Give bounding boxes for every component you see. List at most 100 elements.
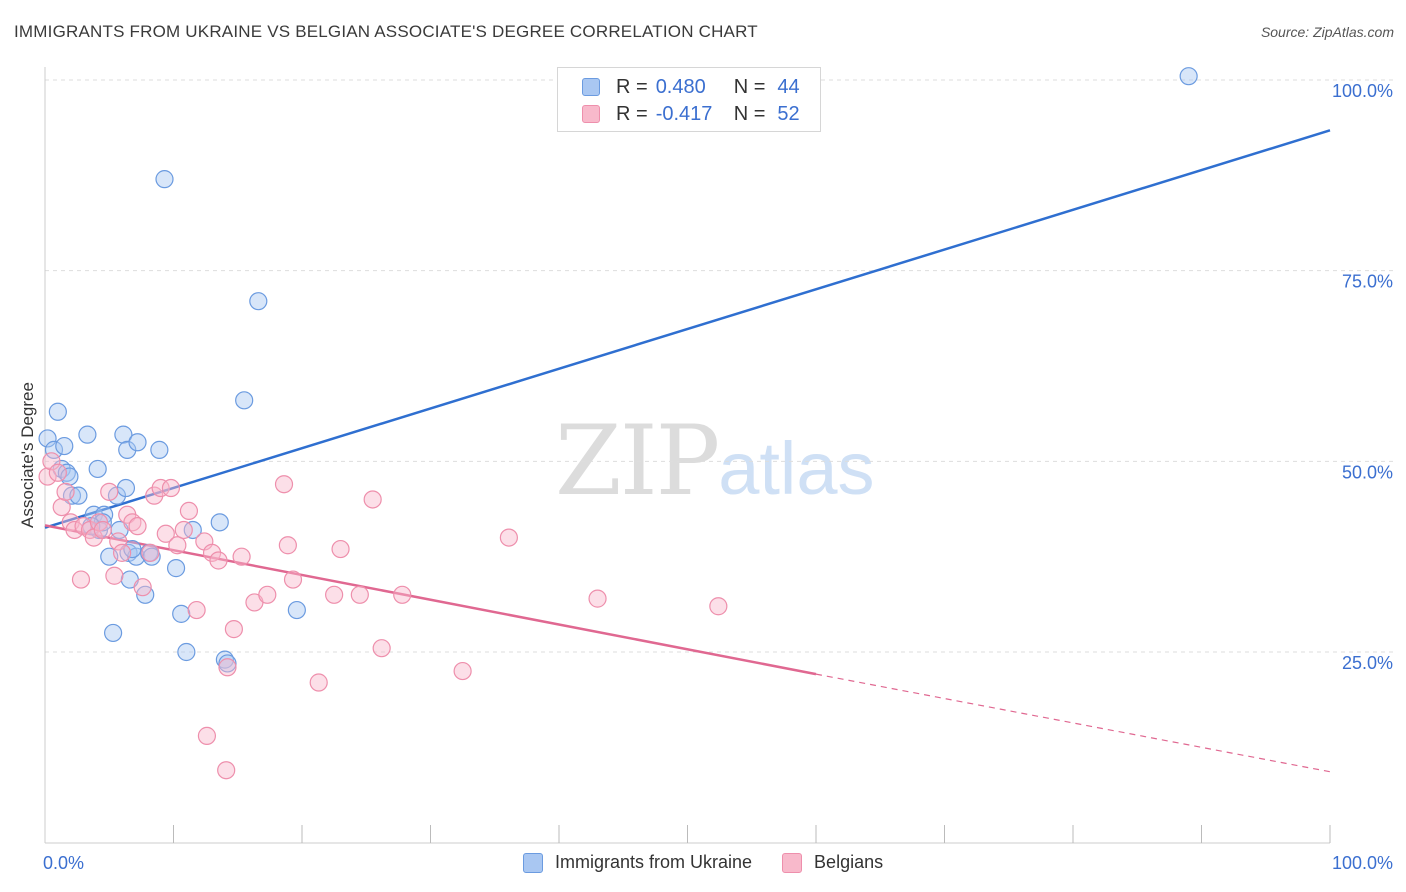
x-tick-labels: 0.0% 100.0% — [43, 853, 1393, 873]
watermark-atlas: atlas — [718, 427, 875, 510]
legend-item-ukraine: Immigrants from Ukraine — [523, 852, 752, 873]
legend-swatch-belgians — [582, 105, 600, 123]
series-legend: Immigrants from Ukraine Belgians — [523, 852, 913, 873]
ukraine-point — [150, 440, 169, 459]
series-belgians-points — [38, 452, 728, 780]
belgians-point — [363, 490, 382, 509]
ukraine-point — [44, 440, 64, 459]
belgians-point — [65, 520, 84, 540]
legend-n-label: N = — [733, 102, 766, 125]
ukraine-point — [210, 513, 229, 532]
belgians-point — [393, 585, 412, 604]
belgians-point — [156, 524, 175, 543]
belgians-point — [218, 658, 237, 677]
legend-r-value: 0.480 — [655, 75, 706, 98]
belgians-point — [168, 536, 187, 555]
legend-r-value: -0.417 — [655, 102, 713, 125]
belgians-point — [38, 467, 57, 486]
belgians-point — [100, 482, 119, 501]
ukraine-point — [118, 440, 137, 459]
belgians-point — [151, 478, 170, 498]
belgians-point — [161, 478, 181, 498]
legend-row-belgians: R = -0.417 N = 52 — [582, 101, 800, 127]
legend-label-ukraine: Immigrants from Ukraine — [555, 852, 753, 872]
trend-line-ukraine — [44, 129, 1331, 529]
ukraine-point — [123, 539, 142, 559]
belgians-point — [48, 463, 67, 482]
source-label: Source: ZipAtlas.com — [1260, 24, 1394, 40]
belgians-point — [209, 551, 228, 570]
ukraine-point — [60, 467, 79, 486]
ukraine-point — [48, 402, 67, 421]
belgians-point — [71, 570, 91, 589]
belgians-point — [350, 585, 369, 604]
belgians-point — [453, 661, 472, 681]
ukraine-point — [218, 654, 237, 673]
trend-lines — [44, 129, 1331, 773]
ukraine-point — [128, 433, 147, 452]
belgians-point — [145, 486, 164, 505]
y-tick-label: 25.0% — [1342, 653, 1393, 673]
belgians-point — [331, 539, 350, 559]
belgians-point — [128, 517, 147, 536]
y-axis-label: Associate's Degree — [18, 382, 37, 528]
data-points — [38, 67, 1198, 780]
ukraine-point — [116, 478, 136, 498]
belgians-point — [56, 482, 75, 501]
legend-r-label: R = — [616, 75, 648, 98]
ukraine-point — [177, 642, 196, 662]
trend-line-belgians — [44, 524, 817, 676]
belgians-point — [133, 578, 152, 597]
legend-n-value: 52 — [777, 102, 800, 125]
belgians-point — [372, 639, 391, 658]
ukraine-point — [235, 391, 254, 410]
ukraine-point — [249, 292, 268, 311]
trend-line-belgians-extension — [815, 673, 1331, 773]
legend-swatch-ukraine — [523, 852, 543, 873]
legend-label-belgians: Belgians — [814, 852, 884, 872]
belgians-point — [174, 520, 193, 540]
belgians-point — [42, 452, 61, 471]
legend-r-label: R = — [616, 102, 648, 125]
belgians-point — [109, 532, 128, 551]
ukraine-point — [114, 425, 133, 444]
belgians-point — [278, 536, 297, 555]
belgians-point — [93, 520, 112, 540]
y-tick-label: 100.0% — [1332, 81, 1393, 101]
ukraine-point — [55, 436, 74, 456]
legend-swatch-belgians — [782, 852, 803, 873]
legend-row-ukraine: R = 0.480 N = 44 — [582, 74, 800, 100]
ukraine-point — [88, 459, 107, 479]
belgians-point — [325, 585, 344, 604]
belgians-point — [499, 528, 518, 547]
ukraine-point — [78, 425, 97, 444]
ukraine-point — [172, 604, 191, 623]
belgians-point — [202, 543, 222, 562]
ukraine-point — [38, 429, 57, 448]
ukraine-point — [104, 623, 123, 643]
belgians-point — [232, 547, 251, 566]
chart-title: IMMIGRANTS FROM UKRAINE VS BELGIAN ASSOC… — [14, 22, 758, 41]
belgians-point — [709, 597, 728, 616]
belgians-point — [187, 600, 206, 620]
belgians-point — [197, 726, 217, 745]
grid-lines — [45, 79, 1394, 653]
belgians-point — [258, 585, 277, 604]
belgians-point — [179, 501, 199, 521]
belgians-point — [141, 543, 160, 562]
correlation-legend: R = 0.480 N = 44 R = -0.417 N = 52 — [557, 67, 821, 132]
y-tick-label: 50.0% — [1342, 462, 1393, 482]
belgians-point — [309, 673, 328, 692]
belgians-point — [274, 475, 294, 494]
belgians-point — [224, 620, 243, 639]
legend-n-label: N = — [733, 75, 766, 98]
y-tick-labels: 25.0% 50.0% 75.0% 100.0% — [1332, 81, 1393, 673]
x-tick-label: 0.0% — [43, 853, 84, 873]
ukraine-point — [1179, 67, 1198, 86]
belgians-point — [112, 543, 132, 562]
ukraine-point — [155, 170, 174, 189]
belgians-point — [283, 570, 303, 589]
y-tick-label: 75.0% — [1342, 272, 1393, 292]
x-tick-label: 100.0% — [1332, 853, 1393, 873]
